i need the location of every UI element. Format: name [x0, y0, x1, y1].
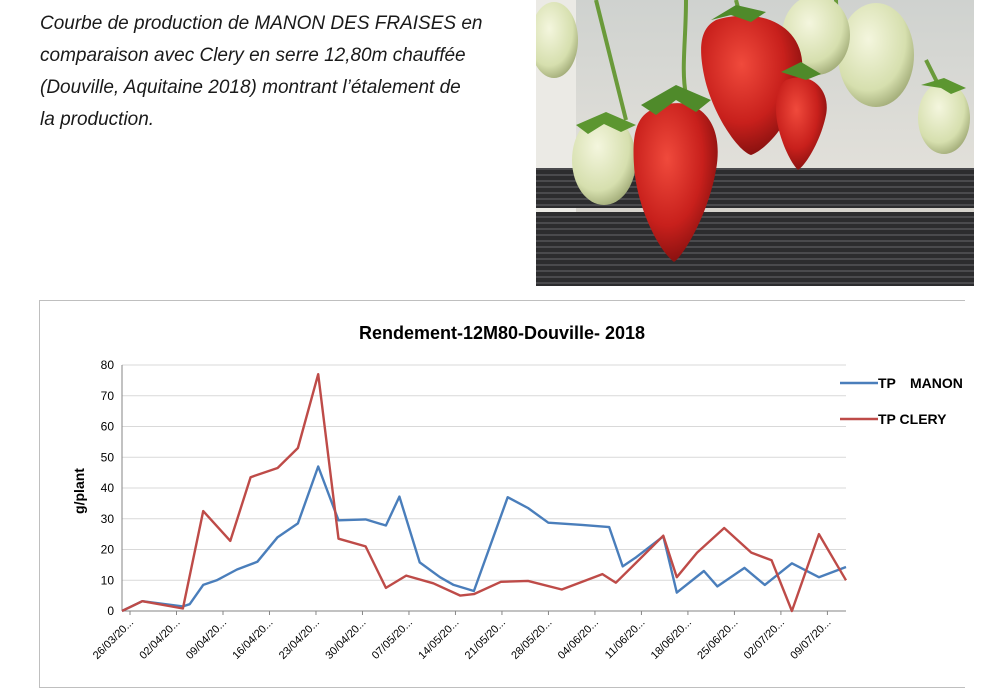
line-chart: Rendement-12M80-Douville- 2018 g/plant 0… [71, 323, 963, 662]
chart-title: Rendement-12M80-Douville- 2018 [359, 323, 645, 343]
y-axis-label: g/plant [71, 468, 87, 514]
x-tick-label: 18/06/20... [649, 617, 694, 662]
series-lines [121, 372, 848, 613]
x-tick-label: 09/04/20... [184, 617, 229, 662]
series-line-tp-clery [121, 372, 848, 613]
gridlines [122, 364, 846, 581]
y-tick-label: 60 [101, 420, 115, 434]
x-tick-label: 21/05/20... [463, 617, 508, 662]
x-tick-label: 11/06/20... [603, 617, 648, 662]
caption-line-1: Courbe de production de MANON DES FRAISE… [40, 13, 483, 34]
y-tick-label: 0 [107, 604, 114, 618]
y-tick-label: 20 [101, 543, 115, 557]
caption-line-3: (Douville, Aquitaine 2018) montrant l’ét… [40, 77, 461, 98]
x-tick-label: 25/06/20... [695, 617, 740, 662]
x-tick-label: 07/05/20... [370, 617, 415, 662]
x-tick-label: 09/07/20... [788, 617, 833, 662]
legend-label: TP CLERY [878, 411, 947, 427]
y-tick-label: 50 [101, 450, 115, 464]
legend-label: TP [878, 375, 896, 391]
x-tick-label: 23/04/20... [277, 617, 322, 662]
y-tick-label: 40 [101, 481, 115, 495]
figure-caption: Courbe de production de MANON DES FRAISE… [40, 8, 520, 136]
legend: TP MANON TP CLERY [840, 375, 963, 427]
x-tick-label: 04/06/20... [556, 617, 601, 662]
y-tick-label: 70 [101, 389, 115, 403]
caption-line-4: la production. [40, 109, 155, 130]
chart-container: Rendement-12M80-Douville- 2018 g/plant 0… [39, 300, 965, 688]
x-tick-label: 02/07/20... [742, 617, 787, 662]
x-tick-label: 26/03/20... [91, 617, 136, 662]
y-tick-label: 10 [101, 573, 115, 587]
x-tick-label: 14/05/20... [416, 617, 461, 662]
x-tick-label: 30/04/20... [323, 617, 368, 662]
caption-line-2: comparaison avec Clery en serre 12,80m c… [40, 45, 466, 66]
y-tick-label: 80 [101, 358, 115, 372]
x-tick-label: 02/04/20... [137, 617, 182, 662]
x-tick-label: 28/05/20... [509, 617, 554, 662]
x-tick-label: 16/04/20... [230, 617, 275, 662]
legend-label: MANON [910, 375, 963, 391]
y-tick-label: 30 [101, 512, 115, 526]
series-line-tp-manon [121, 465, 847, 613]
strawberry-photo-illustration [536, 0, 974, 286]
strawberry-photo [536, 0, 974, 286]
